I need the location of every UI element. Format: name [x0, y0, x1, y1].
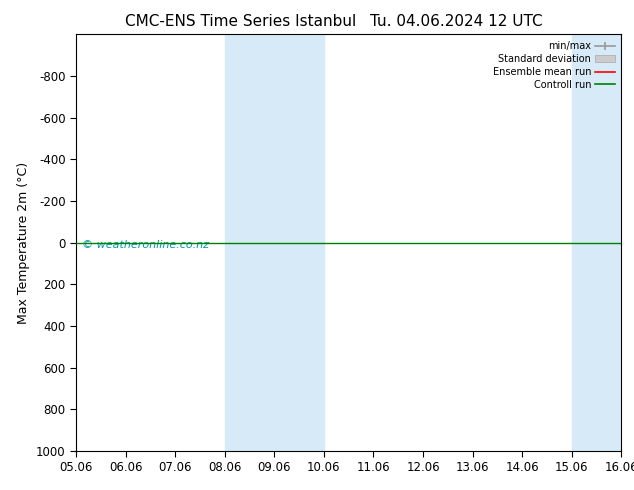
Y-axis label: Max Temperature 2m (°C): Max Temperature 2m (°C) [18, 162, 30, 323]
Legend: min/max, Standard deviation, Ensemble mean run, Controll run: min/max, Standard deviation, Ensemble me… [489, 37, 618, 94]
Bar [572, 34, 634, 451]
Text: CMC-ENS Time Series Istanbul: CMC-ENS Time Series Istanbul [126, 14, 356, 29]
Bar [225, 34, 324, 451]
Text: © weatheronline.co.nz: © weatheronline.co.nz [82, 241, 209, 250]
Text: Tu. 04.06.2024 12 UTC: Tu. 04.06.2024 12 UTC [370, 14, 543, 29]
